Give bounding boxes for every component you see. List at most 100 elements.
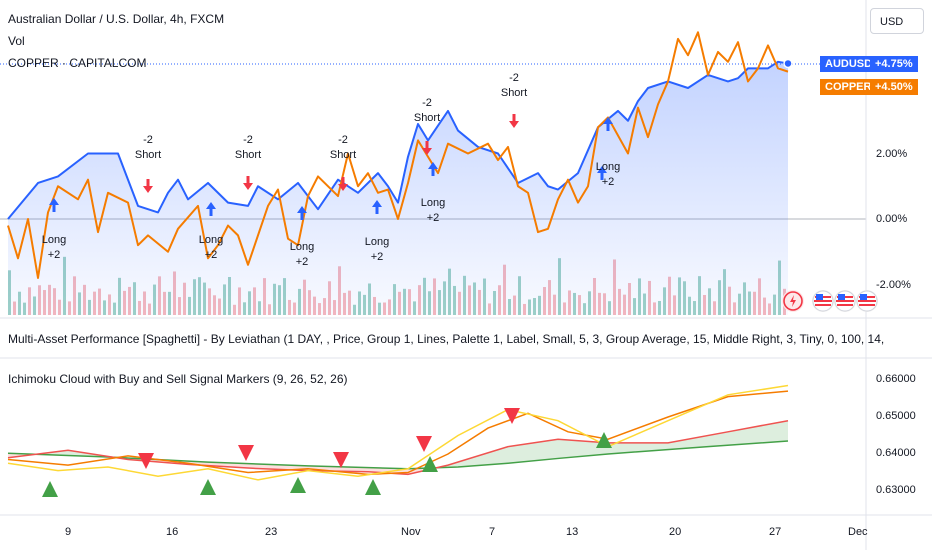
y-tick-lower: 0.66000 (876, 373, 916, 385)
buy-triangle-icon (365, 479, 381, 495)
cloud-fill (748, 426, 758, 444)
short-signal-label: -2 Short (234, 134, 262, 161)
signal-markers (42, 114, 613, 497)
cloud-fill (728, 429, 738, 446)
spaghetti-indicator-label[interactable]: Multi-Asset Performance [Spaghetti] - By… (8, 332, 885, 346)
long-signal-label: Long +2 (289, 241, 315, 268)
y-tick: 0.00% (876, 213, 908, 225)
x-tick: 20 (669, 526, 682, 538)
ichimoku-indicator-label[interactable]: Ichimoku Cloud with Buy and Sell Signal … (8, 372, 348, 386)
cloud-fill (538, 440, 548, 461)
cloud-fill (408, 468, 418, 475)
us-flag-event-icon[interactable] (812, 290, 834, 312)
cloud-fill (638, 442, 648, 452)
cloud-fill (678, 439, 688, 449)
sell-triangle-icon (238, 445, 254, 461)
cloud-fill (248, 463, 258, 469)
sell-triangle-icon (504, 408, 520, 424)
short-arrow-icon (243, 176, 253, 190)
cloud-fill (258, 463, 268, 469)
long-arrow-icon (428, 162, 438, 176)
long-signal-label: Long +2 (41, 234, 67, 261)
ichimoku-line (7, 440, 789, 470)
short-signal-label: -2 Short (500, 72, 528, 99)
x-tick: Dec (848, 526, 868, 538)
cloud-fill (338, 466, 348, 472)
short-arrow-icon (338, 177, 348, 191)
cloud-fill (478, 452, 488, 466)
cloud-fill (358, 467, 368, 472)
audusd-badge-value: +4.75% (870, 56, 918, 72)
cloud-fill (718, 431, 728, 446)
cloud-fill (548, 439, 558, 460)
long-signal-label: Long +2 (364, 236, 390, 263)
long-arrow-icon (297, 206, 307, 220)
cloud-fill (708, 433, 718, 447)
y-tick-lower: 0.63000 (876, 484, 916, 496)
long-arrow-icon (206, 202, 216, 216)
us-flag-event-icon[interactable] (834, 290, 856, 312)
ichimoku-plot (7, 384, 789, 481)
cloud-fill (618, 442, 628, 454)
short-signal-label: -2 Short (134, 134, 162, 161)
cloud-fill (568, 439, 578, 458)
short-arrow-icon (422, 141, 432, 155)
ichimoku-line (7, 384, 789, 481)
cloud-fill (518, 443, 528, 463)
cloud-fill (648, 442, 658, 452)
y-tick: 2.00% (876, 148, 908, 160)
us-flag-event-icon[interactable] (856, 290, 878, 312)
buy-triangle-icon (200, 479, 216, 495)
cloud-fill (578, 440, 588, 457)
x-tick: 9 (65, 526, 72, 538)
buy-triangle-icon (596, 432, 612, 448)
cloud-fill (588, 441, 598, 456)
copper-badge-value: +4.50% (870, 79, 918, 95)
y-tick: -2.00% (876, 279, 911, 291)
short-signal-label: -2 Short (329, 134, 357, 161)
long-arrow-icon (603, 117, 613, 131)
x-tick: 7 (489, 526, 496, 538)
short-signal-label: -2 Short (413, 97, 441, 124)
ichimoku-line (7, 390, 789, 476)
cloud-fill (348, 467, 358, 472)
cloud-fill (738, 428, 748, 445)
long-signal-label: Long +2 (595, 161, 621, 188)
copper-line (7, 31, 789, 279)
audusd-area (8, 61, 788, 315)
performance-plot (7, 31, 793, 315)
cloud-fill (698, 435, 708, 448)
cloud-fill (768, 422, 778, 443)
cloud-fill (658, 442, 668, 451)
long-arrow-icon (49, 198, 59, 212)
buy-triangle-icon (290, 477, 306, 493)
long-signal-label: Long +2 (420, 197, 446, 224)
cloud-fill (268, 464, 278, 470)
currency-button[interactable]: USD (870, 8, 924, 34)
flash-event-icon[interactable] (782, 290, 804, 312)
compare-label[interactable]: COPPER · CAPITALCOM (8, 56, 147, 70)
long-signal-label: Long +2 (198, 234, 224, 261)
cloud-fill (778, 420, 788, 442)
buy-triangle-icon (42, 481, 58, 497)
audusd-last-point (783, 58, 793, 69)
audusd-line (7, 60, 789, 220)
audusd-badge-symbol: AUDUSD (820, 56, 878, 72)
sell-triangle-icon (333, 452, 349, 468)
copper-badge-symbol: COPPER (820, 79, 877, 95)
x-tick: 23 (265, 526, 278, 538)
cloud-fill (628, 442, 638, 453)
long-arrow-icon (597, 166, 607, 180)
cloud-fill (758, 424, 768, 444)
cloud-fill (488, 449, 498, 465)
cloud-fill (278, 464, 288, 470)
y-tick-lower: 0.65000 (876, 410, 916, 422)
sell-triangle-icon (138, 453, 154, 469)
chart-title: Australian Dollar / U.S. Dollar, 4h, FXC… (8, 12, 225, 26)
sell-triangle-icon (416, 436, 432, 452)
short-arrow-icon (509, 114, 519, 128)
y-tick-lower: 0.64000 (876, 447, 916, 459)
cloud-fill (498, 446, 508, 464)
vol-label: Vol (8, 34, 25, 48)
